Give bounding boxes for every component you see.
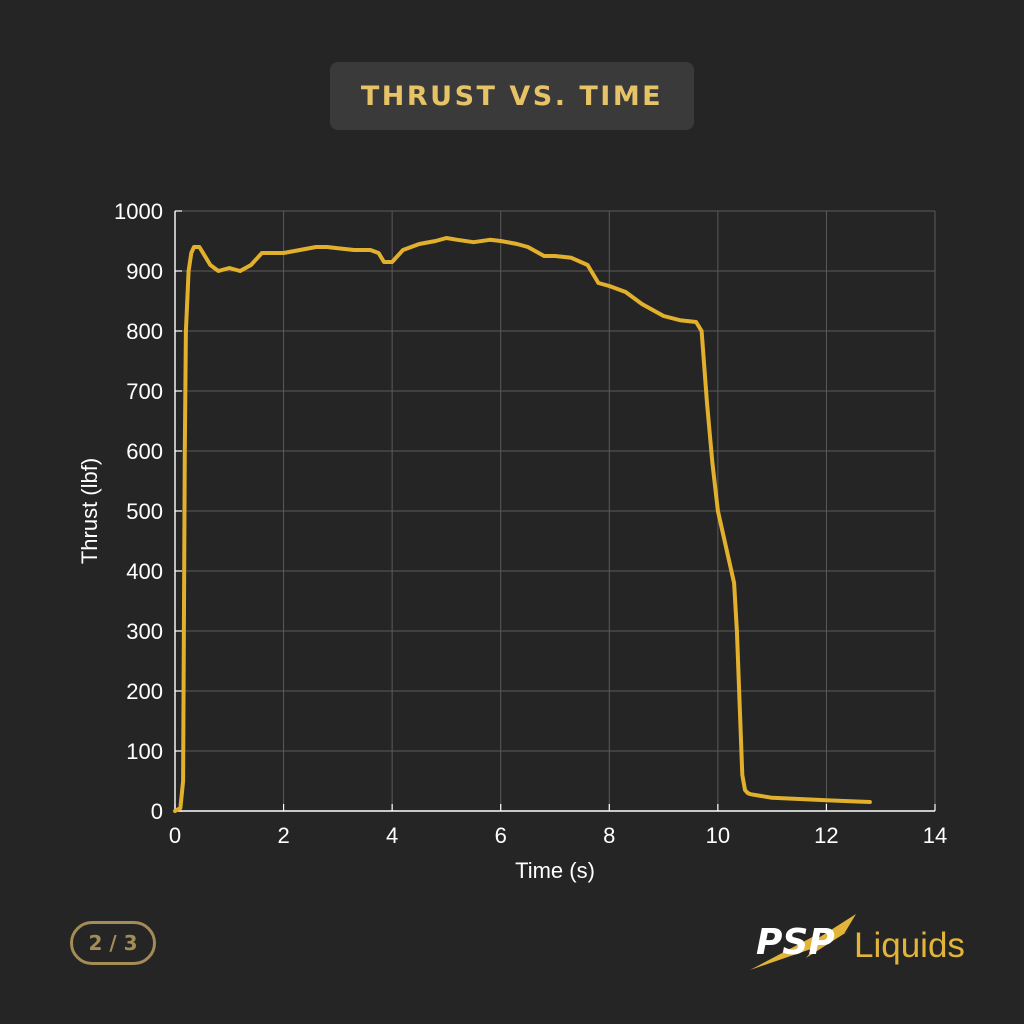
title-box: THRUST VS. TIME xyxy=(330,62,694,130)
chart-title: THRUST VS. TIME xyxy=(360,80,664,112)
x-tick-label: 2 xyxy=(277,823,289,848)
y-tick-label: 100 xyxy=(126,739,163,764)
x-tick-label: 0 xyxy=(169,823,181,848)
bolt-icon xyxy=(750,914,856,970)
x-tick-label: 12 xyxy=(814,823,838,848)
y-tick-label: 300 xyxy=(126,619,163,644)
y-tick-label: 1000 xyxy=(114,199,163,224)
x-tick-label: 10 xyxy=(706,823,730,848)
y-tick-label: 200 xyxy=(126,679,163,704)
x-axis-label: Time (s) xyxy=(515,858,595,883)
x-tick-label: 6 xyxy=(495,823,507,848)
page-indicator: 2 / 3 xyxy=(70,921,156,965)
x-tick-label: 4 xyxy=(386,823,398,848)
y-tick-label: 0 xyxy=(151,799,163,824)
y-tick-label: 500 xyxy=(126,499,163,524)
thrust-series-line xyxy=(173,236,872,813)
y-tick-label: 400 xyxy=(126,559,163,584)
axes xyxy=(174,210,936,812)
psp-liquids-logo: PSP Liquids xyxy=(746,912,965,974)
y-tick-label: 700 xyxy=(126,379,163,404)
series xyxy=(173,236,872,813)
x-tick-label: 14 xyxy=(923,823,947,848)
y-tick-label: 900 xyxy=(126,259,163,284)
grid-lines xyxy=(175,210,936,811)
logo-secondary: Liquids xyxy=(854,926,965,965)
y-tick-label: 800 xyxy=(126,319,163,344)
x-tick-label: 8 xyxy=(603,823,615,848)
y-axis-label: Thrust (lbf) xyxy=(77,458,102,564)
tick-labels: 0 2 4 6 8 10 12 14 0 100 200 300 400 500 600 700 800 900 1… xyxy=(114,199,947,848)
y-tick-label: 600 xyxy=(126,439,163,464)
logo-primary: PSP xyxy=(756,922,835,963)
